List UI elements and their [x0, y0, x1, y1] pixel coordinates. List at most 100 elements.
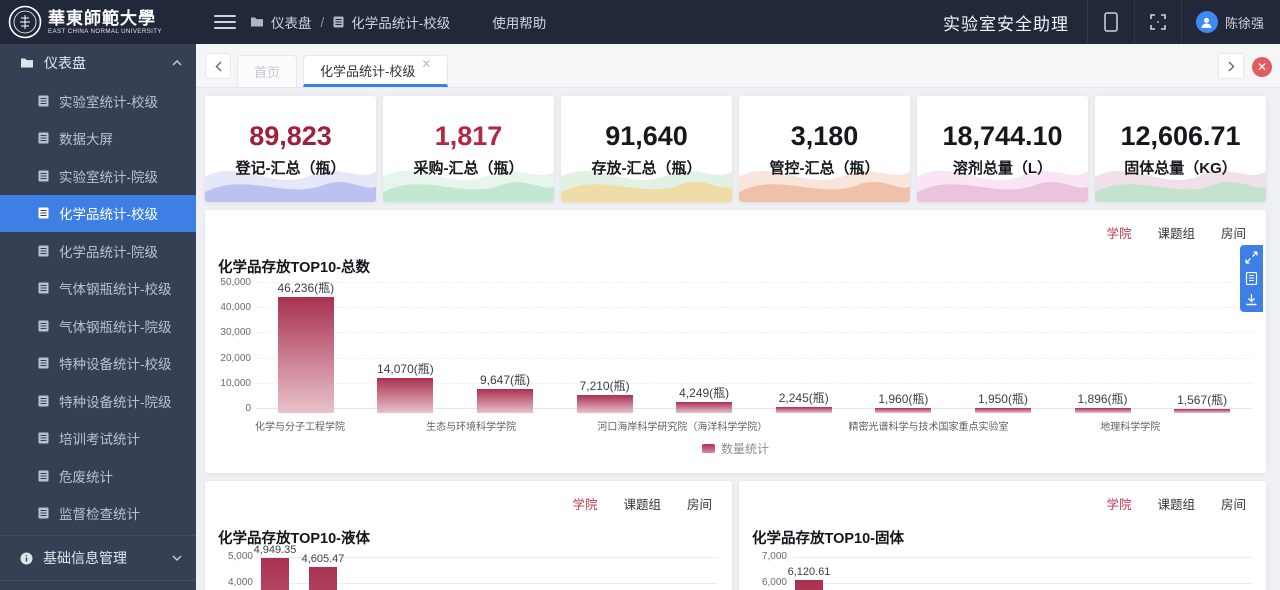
- sidebar-group-dashboard[interactable]: 仪表盘: [0, 44, 196, 82]
- bar-value-label: 1,567(瓶): [1177, 393, 1228, 408]
- chart-scope-tab-2[interactable]: 房间: [686, 498, 712, 512]
- bar-value-label: 4,605.47: [301, 553, 345, 566]
- chart-scope-tab-2[interactable]: 房间: [1220, 227, 1246, 241]
- document-icon: [38, 245, 49, 257]
- breadcrumb-separator: /: [320, 14, 325, 30]
- tab-chem-stats[interactable]: 化学品统计-校级 ✕: [303, 55, 449, 87]
- sidebar-item-label: 数据大屏: [59, 132, 113, 148]
- sidebar-item-0[interactable]: 实验室统计-校级: [0, 82, 196, 120]
- report-icon[interactable]: [1245, 272, 1258, 285]
- sidebar-item-1[interactable]: 数据大屏: [0, 120, 196, 158]
- sidebar-item-5[interactable]: 气体钢瓶统计-校级: [0, 270, 196, 308]
- breadcrumb-dashboard[interactable]: 仪表盘: [271, 16, 312, 31]
- bar[interactable]: [1174, 409, 1231, 413]
- stat-value: 89,823: [249, 120, 332, 151]
- expand-icon[interactable]: [1245, 251, 1258, 264]
- sidebar-item-6[interactable]: 气体钢瓶统计-院级: [0, 307, 196, 345]
- bar[interactable]: [875, 408, 932, 413]
- document-icon: [38, 132, 49, 144]
- x-axis-label: 精密光谱科学与技术国家重点实验室: [848, 422, 1009, 433]
- document-icon: [38, 320, 49, 332]
- bar[interactable]: [309, 567, 337, 590]
- sidebar-item-10[interactable]: 危废统计: [0, 457, 196, 495]
- wave-decoration: [383, 170, 554, 202]
- sidebar-item-label: 实验室统计-校级: [59, 94, 158, 110]
- avatar: [1195, 11, 1218, 33]
- bar[interactable]: [795, 579, 823, 590]
- x-axis-label: 地理科学学院: [1100, 422, 1161, 433]
- y-axis-tick: 50,000: [220, 277, 251, 288]
- bar[interactable]: [476, 388, 533, 413]
- y-axis-tick: 0: [245, 403, 251, 414]
- sidebar-item-label: 气体钢瓶统计-校级: [59, 282, 172, 298]
- breadcrumb-current[interactable]: 化学品统计-校级: [351, 16, 451, 31]
- chart-toolbar: [1240, 245, 1263, 312]
- sidebar-item-3[interactable]: 化学品统计-校级: [0, 194, 196, 232]
- stat-label: 溶剂总量（L）: [952, 159, 1053, 177]
- tabs-scroll-left-button[interactable]: [205, 53, 231, 79]
- stat-value: 12,606.71: [1120, 120, 1241, 151]
- dashboard-content: 89,823 登记-汇总（瓶） 1,817 采购-汇总（瓶） 91,640 存放-汇总（瓶…: [196, 88, 1266, 590]
- bar-chart-total: 50,000 40,000 30,000 20,000 10,000 0 46,236(瓶)…: [215, 277, 1252, 414]
- close-all-tabs-button[interactable]: ✕: [1252, 57, 1272, 77]
- stat-value: 3,180: [790, 120, 859, 151]
- bar[interactable]: [277, 296, 334, 413]
- tab-home[interactable]: 首页: [237, 55, 298, 87]
- sidebar-item-label: 气体钢瓶统计-院级: [59, 319, 172, 335]
- sidebar-group-partial[interactable]: 实验室管理: [0, 584, 196, 590]
- chart-legend[interactable]: 数量统计: [205, 440, 1266, 457]
- bar-value-label: 46,236(瓶): [277, 280, 335, 295]
- bar[interactable]: [676, 402, 733, 413]
- sidebar-item-8[interactable]: 特种设备统计-院级: [0, 382, 196, 420]
- y-axis-tick: 10,000: [220, 377, 251, 389]
- university-seal-icon: [8, 5, 42, 39]
- mobile-qr-button[interactable]: [1088, 0, 1134, 44]
- chart-scope-tab-1[interactable]: 课题组: [623, 498, 661, 512]
- sidebar-group-baseinfo[interactable]: 基础信息管理: [0, 539, 196, 577]
- sidebar-item-label: 化学品统计-院级: [59, 244, 158, 260]
- bar[interactable]: [261, 558, 289, 590]
- sidebar-item-9[interactable]: 培训考试统计: [0, 420, 196, 458]
- sidebar-item-label: 培训考试统计: [59, 432, 140, 448]
- x-axis-label: [345, 418, 426, 433]
- sidebar-item-4[interactable]: 化学品统计-院级: [0, 232, 196, 270]
- chart-title: 化学品存放TOP10-液体: [218, 531, 371, 547]
- bar[interactable]: [974, 408, 1031, 413]
- y-axis-tick: 30,000: [220, 327, 251, 339]
- sidebar-group-label: 仪表盘: [44, 55, 86, 71]
- stat-card-3: 3,180 管控-汇总（瓶）: [739, 96, 910, 202]
- stat-card-5: 12,606.71 固体总量（KG）: [1095, 96, 1266, 202]
- sidebar-item-11[interactable]: 监督检查统计: [0, 495, 196, 533]
- y-axis-tick: 5,000: [227, 551, 253, 562]
- chart-scope-tab-0[interactable]: 学院: [1106, 227, 1132, 241]
- tab-close-icon[interactable]: ✕: [421, 57, 432, 71]
- stat-label: 登记-汇总（瓶）: [235, 159, 346, 177]
- sidebar-item-7[interactable]: 特种设备统计-校级: [0, 345, 196, 383]
- document-icon: [38, 282, 49, 294]
- menu-toggle-icon[interactable]: [214, 11, 236, 33]
- bar[interactable]: [775, 407, 832, 413]
- chart-scope-tab-0[interactable]: 学院: [572, 498, 598, 512]
- sidebar: 仪表盘 实验室统计-校级 数据大屏实验室统计-院级化学品统计-校级化学品统计-院级…: [0, 44, 196, 590]
- chart-title: 化学品存放TOP10-总数: [218, 260, 371, 276]
- user-menu[interactable]: 陈徐强: [1182, 11, 1280, 33]
- chart-scope-tab-0[interactable]: 学院: [1106, 498, 1132, 512]
- bar[interactable]: [1074, 408, 1131, 413]
- tabs-scroll-right-button[interactable]: [1218, 53, 1244, 79]
- sidebar-item-label: 监督检查统计: [59, 507, 140, 523]
- chart-scope-tab-1[interactable]: 课题组: [1157, 227, 1195, 241]
- university-name-en: EAST CHINA NORMAL UNIVERSITY: [48, 28, 162, 35]
- help-link[interactable]: 使用帮助: [492, 16, 547, 31]
- chevron-down-icon: [172, 555, 182, 561]
- chart-scope-tab-1[interactable]: 课题组: [1157, 498, 1195, 512]
- download-icon[interactable]: [1245, 293, 1258, 306]
- bar[interactable]: [576, 394, 633, 413]
- document-icon: [38, 432, 49, 444]
- sidebar-item-label: 实验室统计-院级: [59, 169, 158, 185]
- folder-icon: [21, 58, 33, 68]
- bar[interactable]: [377, 377, 434, 413]
- chart-scope-tab-2[interactable]: 房间: [1220, 498, 1246, 512]
- sidebar-item-2[interactable]: 实验室统计-院级: [0, 157, 196, 195]
- fullscreen-button[interactable]: [1135, 0, 1181, 44]
